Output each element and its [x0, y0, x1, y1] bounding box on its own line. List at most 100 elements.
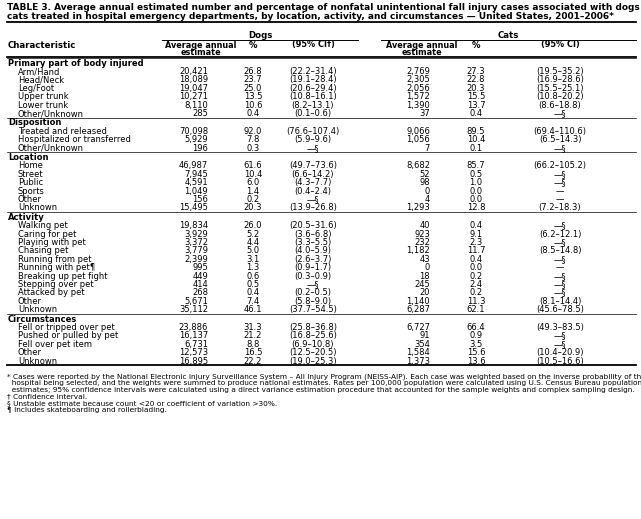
Text: 98: 98: [419, 179, 430, 187]
Text: 0.5: 0.5: [246, 280, 260, 289]
Text: (7.2–18.3): (7.2–18.3): [538, 203, 581, 212]
Text: 0.4: 0.4: [469, 255, 483, 264]
Text: 46.1: 46.1: [244, 305, 262, 315]
Text: Walking pet: Walking pet: [18, 221, 68, 230]
Text: 23.7: 23.7: [244, 75, 262, 85]
Text: (3.6–6.8): (3.6–6.8): [294, 230, 332, 239]
Text: 4,591: 4,591: [185, 179, 208, 187]
Text: 1,584: 1,584: [406, 348, 430, 357]
Text: Street: Street: [18, 170, 44, 179]
Text: (6.6–14.2): (6.6–14.2): [292, 170, 334, 179]
Text: 9,066: 9,066: [406, 127, 430, 136]
Text: 1,140: 1,140: [406, 297, 430, 306]
Text: (3.3–5.5): (3.3–5.5): [294, 238, 331, 247]
Text: 3,929: 3,929: [184, 230, 208, 239]
Text: 0.1: 0.1: [469, 144, 483, 153]
Text: 18: 18: [419, 272, 430, 281]
Text: (19.5–35.2): (19.5–35.2): [536, 67, 584, 76]
Text: Running with pet¶: Running with pet¶: [18, 263, 95, 272]
Text: Upper trunk: Upper trunk: [18, 92, 69, 101]
Text: (13.9–26.8): (13.9–26.8): [289, 203, 337, 212]
Text: (8.1–14.4): (8.1–14.4): [539, 297, 581, 306]
Text: 31.3: 31.3: [244, 323, 262, 332]
Text: estimates; 95% confidence intervals were calculated using a direct variance esti: estimates; 95% confidence intervals were…: [7, 387, 635, 393]
Text: (5.9–9.6): (5.9–9.6): [294, 135, 331, 144]
Text: † Confidence interval.: † Confidence interval.: [7, 393, 87, 400]
Text: Lower trunk: Lower trunk: [18, 101, 68, 110]
Text: (22.2–31.4): (22.2–31.4): [289, 67, 337, 76]
Text: 91: 91: [419, 332, 430, 340]
Text: (10.5–16.6): (10.5–16.6): [536, 357, 584, 366]
Text: (8.6–18.8): (8.6–18.8): [538, 101, 581, 110]
Text: 1.3: 1.3: [246, 263, 260, 272]
Text: 26.8: 26.8: [244, 67, 262, 76]
Text: 5,929: 5,929: [185, 135, 208, 144]
Text: (19.0–25.3): (19.0–25.3): [289, 357, 337, 366]
Text: 0.2: 0.2: [469, 289, 483, 297]
Text: —§: —§: [554, 272, 566, 281]
Text: 2.4: 2.4: [469, 280, 483, 289]
Text: 10.4: 10.4: [467, 135, 485, 144]
Text: 0.0: 0.0: [469, 263, 483, 272]
Text: (6.5–14.3): (6.5–14.3): [538, 135, 581, 144]
Text: (45.6–78.5): (45.6–78.5): [536, 305, 584, 315]
Text: Unknown: Unknown: [18, 357, 57, 366]
Text: 0.4: 0.4: [469, 221, 483, 230]
Text: (5.8–9.0): (5.8–9.0): [294, 297, 331, 306]
Text: (8.2–13.1): (8.2–13.1): [292, 101, 334, 110]
Text: 1,390: 1,390: [406, 101, 430, 110]
Text: 1,056: 1,056: [406, 135, 430, 144]
Text: —§: —§: [554, 340, 566, 349]
Text: —§: —§: [307, 195, 319, 204]
Text: 20.3: 20.3: [467, 84, 485, 93]
Text: 15,495: 15,495: [179, 203, 208, 212]
Text: 43: 43: [419, 255, 430, 264]
Text: 89.5: 89.5: [467, 127, 485, 136]
Text: Other/Unknown: Other/Unknown: [18, 109, 84, 118]
Text: Caring for pet: Caring for pet: [18, 230, 76, 239]
Text: 156: 156: [192, 195, 208, 204]
Text: (10.8–20.2): (10.8–20.2): [536, 92, 584, 101]
Text: (10.4–20.9): (10.4–20.9): [537, 348, 584, 357]
Text: 3.1: 3.1: [246, 255, 260, 264]
Text: 21.2: 21.2: [244, 332, 262, 340]
Text: 7.8: 7.8: [246, 135, 260, 144]
Text: 10.4: 10.4: [244, 170, 262, 179]
Text: (15.5–25.1): (15.5–25.1): [537, 84, 584, 93]
Text: Average annual: Average annual: [165, 41, 237, 50]
Text: 2,056: 2,056: [406, 84, 430, 93]
Text: Leg/Foot: Leg/Foot: [18, 84, 54, 93]
Text: 8,110: 8,110: [184, 101, 208, 110]
Text: 70,098: 70,098: [179, 127, 208, 136]
Text: —§: —§: [554, 221, 566, 230]
Text: —§: —§: [554, 179, 566, 187]
Text: 1,182: 1,182: [406, 247, 430, 255]
Text: (0.1–0.6): (0.1–0.6): [294, 109, 331, 118]
Text: (16.9–28.6): (16.9–28.6): [536, 75, 584, 85]
Text: (0.4–2.4): (0.4–2.4): [294, 187, 331, 196]
Text: Sports: Sports: [18, 187, 45, 196]
Text: 26.0: 26.0: [244, 221, 262, 230]
Text: 10,271: 10,271: [179, 92, 208, 101]
Text: (2.6–3.7): (2.6–3.7): [294, 255, 331, 264]
Text: —§: —§: [307, 144, 319, 153]
Text: 13.7: 13.7: [467, 101, 485, 110]
Text: 19,047: 19,047: [179, 84, 208, 93]
Text: (8.5–14.8): (8.5–14.8): [538, 247, 581, 255]
Text: (76.6–107.4): (76.6–107.4): [287, 127, 340, 136]
Text: 16,895: 16,895: [179, 357, 208, 366]
Text: —§: —§: [554, 238, 566, 247]
Text: 20,421: 20,421: [179, 67, 208, 76]
Text: —§: —§: [554, 255, 566, 264]
Text: ¶ Includes skateboarding and rollerblading.: ¶ Includes skateboarding and rollerbladi…: [7, 407, 167, 413]
Text: 0: 0: [425, 263, 430, 272]
Text: 6,727: 6,727: [406, 323, 430, 332]
Text: 2,769: 2,769: [406, 67, 430, 76]
Text: 8,682: 8,682: [406, 161, 430, 171]
Text: 0.0: 0.0: [469, 195, 483, 204]
Text: 1.4: 1.4: [246, 187, 260, 196]
Text: 11.7: 11.7: [467, 247, 485, 255]
Text: 18,089: 18,089: [179, 75, 208, 85]
Text: estimate: estimate: [401, 48, 442, 57]
Text: Average annual: Average annual: [386, 41, 457, 50]
